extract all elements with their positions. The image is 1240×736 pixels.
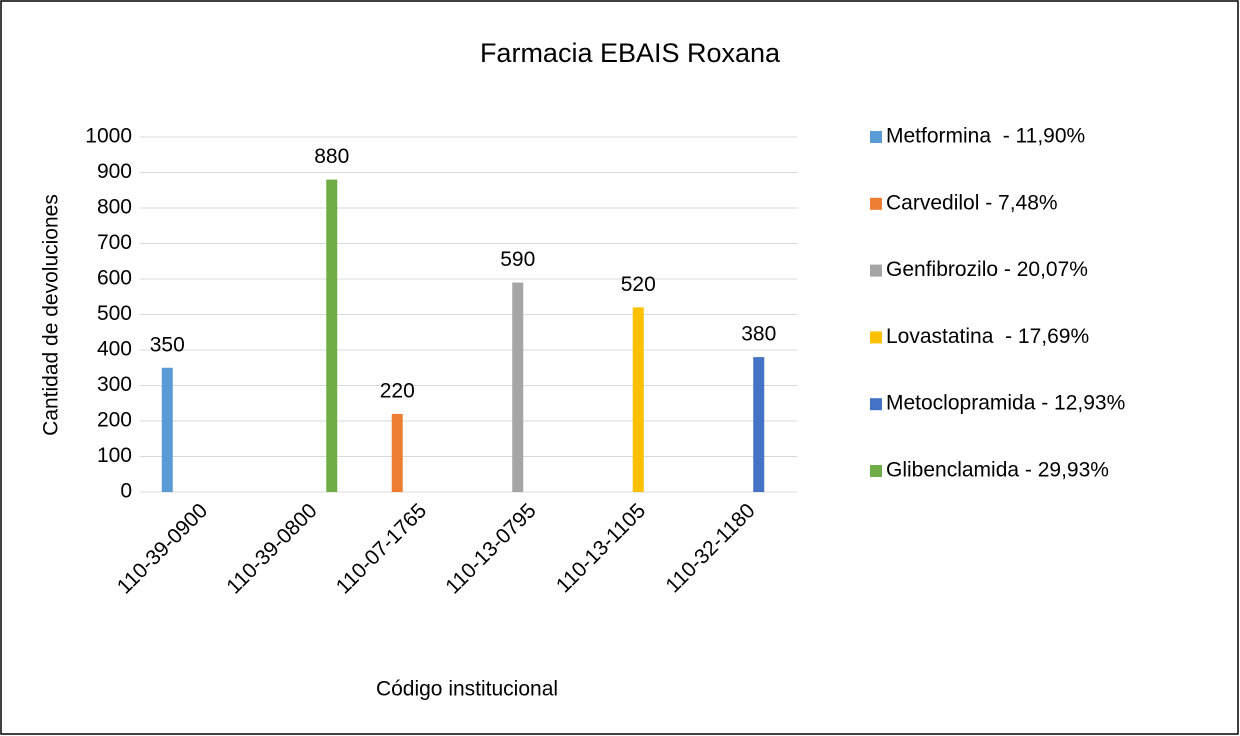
y-tick-label: 1000 [85,125,132,148]
bar [632,307,644,492]
chart-title: Farmacia EBAIS Roxana [480,38,781,68]
y-tick-label: 700 [97,231,132,254]
y-tick-label: 300 [97,373,132,396]
bar [512,282,524,492]
data-label: 350 [150,333,185,356]
legend-swatch [870,331,882,344]
legend-swatch [870,398,882,411]
data-label: 880 [314,145,349,168]
data-label: 220 [380,379,415,402]
legend-label: Genfibrozilo - 20,07% [886,258,1088,281]
y-tick-label: 400 [97,338,132,361]
y-tick-label: 500 [97,302,132,325]
y-tick-label: 100 [97,444,132,467]
bar [391,413,403,492]
legend-swatch [870,264,882,277]
legend-label: Carvedilol - 7,48% [886,191,1058,214]
legend-label: Glibenclamida - 29,93% [886,459,1109,482]
data-label: 380 [741,323,776,346]
data-label: 520 [621,273,656,296]
y-tick-label: 900 [97,160,132,183]
legend-label: Lovastatina - 17,69% [886,325,1089,348]
legend-swatch [870,465,882,477]
bar [161,367,173,492]
y-tick-label: 0 [120,480,132,503]
y-tick-label: 200 [97,409,132,432]
x-axis-label: Código institucional [376,678,558,701]
legend-label: Metformina - 11,90% [886,125,1085,148]
bar [753,357,765,492]
y-tick-label: 600 [97,267,132,290]
legend-swatch [870,197,882,210]
y-axis-label: Cantidad de devoluciones [40,194,63,436]
data-label: 590 [500,248,535,271]
legend-label: Metoclopramida - 12,93% [886,392,1125,415]
y-tick-label: 800 [97,196,132,219]
legend-swatch [870,131,882,143]
bar [326,179,338,492]
